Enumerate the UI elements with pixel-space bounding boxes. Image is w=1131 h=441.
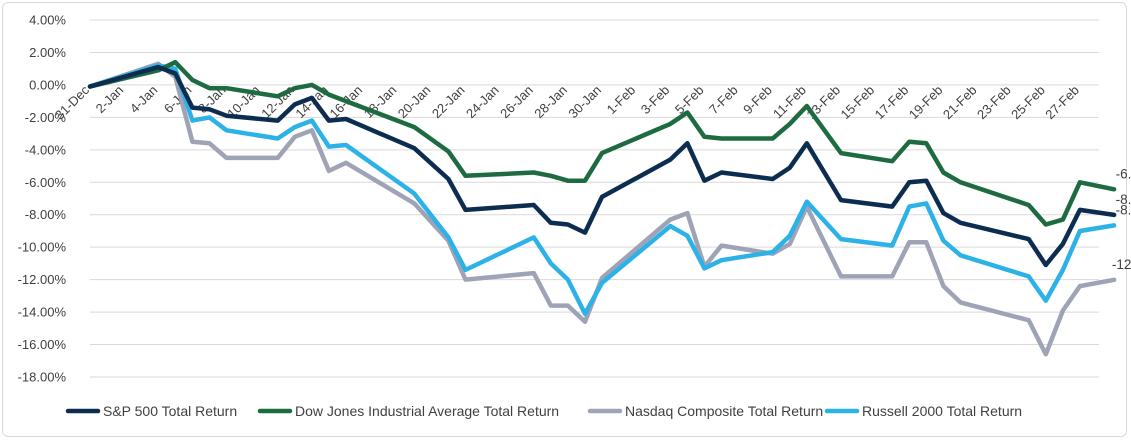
series-line-0 (87, 64, 1117, 268)
legend-label-3: Russell 2000 Total Return (862, 403, 1022, 419)
y-tick-label: 2.00% (29, 45, 66, 60)
legend-label-2: Nasdaq Composite Total Return (625, 403, 823, 419)
legend-label-0: S&P 500 Total Return (103, 403, 237, 419)
end-label-2: -12.01% (1112, 257, 1131, 272)
x-tick-label: 22-Jan (429, 82, 468, 121)
x-tick-label: 19-Feb (906, 82, 946, 122)
y-tick-label: -18.00% (18, 370, 67, 385)
y-tick-label: -10.00% (18, 240, 67, 255)
x-tick-label: 15-Feb (837, 82, 877, 122)
x-tick-label: 3-Feb (638, 82, 673, 117)
y-tick-label: -12.00% (18, 272, 67, 287)
end-label-1: -6.43% (1116, 166, 1131, 181)
x-tick-label: 1-Feb (604, 82, 639, 117)
y-tick-label: -16.00% (18, 337, 67, 352)
x-tick-label: 11-Feb (770, 82, 809, 121)
x-tick-label: 28-Jan (531, 82, 570, 121)
y-tick-label: 4.00% (29, 13, 66, 28)
y-tick-label: -4.00% (25, 142, 67, 157)
series-line-3 (87, 63, 1117, 316)
y-tick-label: 0.00% (29, 77, 66, 92)
x-tick-label: 7-Feb (706, 82, 741, 117)
x-tick-label: 30-Jan (565, 82, 604, 121)
end-labels: -8.01% -6.43% -12.01% -8.66% (1112, 166, 1131, 272)
series-lines (87, 59, 1117, 357)
end-label-3: -8.66% (1116, 202, 1131, 217)
y-tick-label: -8.00% (25, 207, 67, 222)
x-tick-label: 17-Feb (872, 82, 912, 122)
y-tick-label: -2.00% (25, 110, 67, 125)
x-tick-label: 24-Jan (463, 82, 502, 121)
legend-label-1: Dow Jones Industrial Average Total Retur… (295, 403, 559, 419)
x-tick-label: 2-Jan (93, 82, 127, 116)
x-tick-label: 20-Jan (395, 82, 434, 121)
y-axis-ticks: 4.00% 2.00% 0.00% -2.00% -4.00% -6.00% -8.00% -… (18, 13, 67, 385)
x-tick-label: 21-Feb (940, 82, 980, 122)
y-tick-label: -14.00% (18, 305, 67, 320)
x-tick-label: 23-Feb (974, 82, 1014, 122)
x-tick-label: 27-Feb (1042, 82, 1082, 122)
x-tick-label: 26-Jan (497, 82, 536, 121)
legend: S&P 500 Total Return Dow Jones Industrial… (65, 403, 1022, 419)
x-tick-label: 13-Feb (803, 82, 843, 122)
series-line-2 (87, 61, 1117, 357)
series-line-1 (87, 59, 1117, 227)
end-label-0: -8.01% (1116, 192, 1131, 207)
y-tick-label: -6.00% (25, 175, 67, 190)
gridlines (90, 19, 1099, 378)
x-tick-label: 25-Feb (1008, 82, 1048, 122)
x-tick-label: 4-Jan (127, 82, 161, 116)
